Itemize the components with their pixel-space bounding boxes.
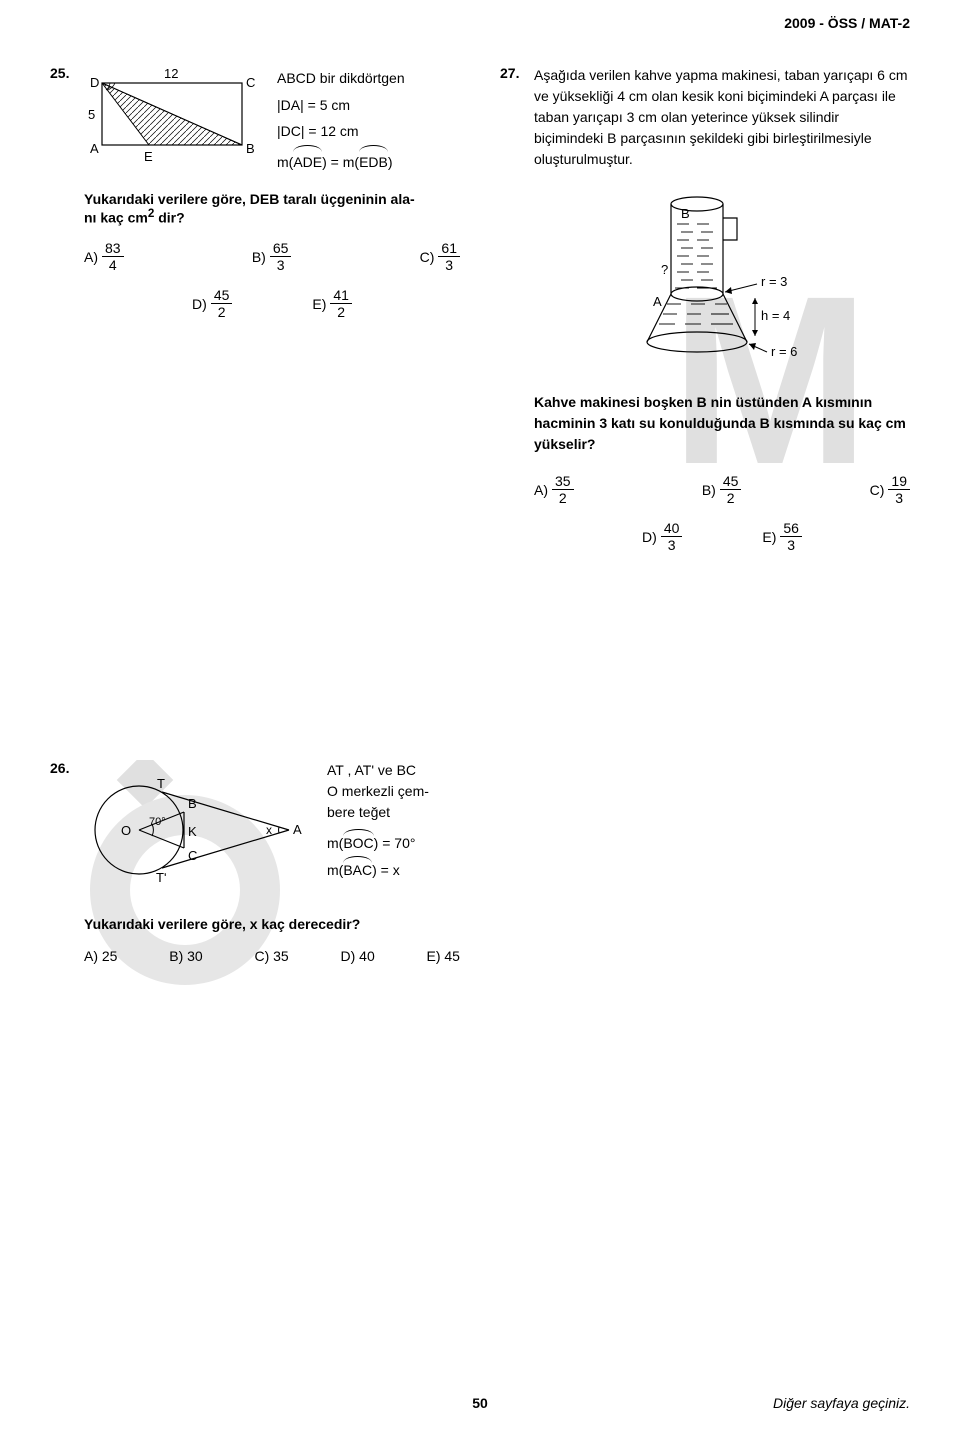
svg-text:r = 3: r = 3 [761,274,787,289]
q27-prompt: Kahve makinesi boşken B nin üstünden A k… [534,392,910,455]
q27-number: 27. [500,65,526,81]
page-number: 50 [472,1395,488,1411]
exam-header: 2009 - ÖSS / MAT-2 [784,15,910,31]
svg-text:x: x [266,823,272,837]
svg-text:12: 12 [164,66,178,81]
q27-figure: B A ? r = 3 h = 4 [617,184,827,384]
svg-text:A: A [293,822,302,837]
q27-options-row1: A) 352 B) 452 C) 193 [534,473,910,506]
q25-figure: D C A E B 12 5 [84,65,259,175]
q25-opt-e: E) 412 [312,287,352,320]
svg-text:O: O [121,823,131,838]
svg-text:E: E [144,149,153,164]
svg-text:B: B [681,206,690,221]
q26-prompt: Yukarıdaki verilere göre, x kaç derecedi… [84,916,460,932]
svg-text:C: C [188,848,197,863]
q26-options: A) 25 B) 30 C) 35 D) 40 E) 45 [84,948,460,964]
svg-text:B: B [188,796,197,811]
svg-text:Tʹ: Tʹ [156,870,166,885]
q27-opt-e: E) 563 [762,520,802,553]
question-27: 27. Aşağıda verilen kahve yapma makinesi… [500,65,910,553]
q25-opt-d: D) 452 [192,287,232,320]
q25-number: 25. [50,65,76,81]
svg-text:K: K [188,824,197,839]
q27-opt-c: C) 193 [870,473,910,506]
q25-opt-a: A) 834 [84,240,124,273]
q27-opt-a: A) 352 [534,473,574,506]
svg-text:r = 6: r = 6 [771,344,797,359]
q27-options-row2: D) 403 E) 563 [534,520,910,553]
svg-text:C: C [246,75,255,90]
q27-text: Aşağıda verilen kahve yapma makinesi, ta… [534,65,910,170]
q26-opt-d: D) 40 [340,948,374,964]
svg-text:5: 5 [88,107,95,122]
q26-opt-e: E) 45 [427,948,460,964]
q25-info: ABCD bir dikdörtgen |DA| = 5 cm |DC| = 1… [277,65,405,175]
q26-info: AT , ATʹ ve BC O merkezli çem- bere teğe… [327,760,429,881]
svg-text:T: T [157,776,165,791]
q25-opt-b: B) 653 [252,240,292,273]
q26-opt-a: A) 25 [84,948,117,964]
q26-number: 26. [50,760,76,776]
svg-text:D: D [90,75,99,90]
question-25: 25. [50,65,460,320]
svg-text:70°: 70° [149,816,166,828]
q26-opt-b: B) 30 [169,948,202,964]
svg-text:?: ? [661,262,668,277]
q26-figure: T B O K C Tʹ A 70° x [84,760,309,900]
svg-text:h = 4: h = 4 [761,308,790,323]
q27-opt-d: D) 403 [642,520,682,553]
q25-options-row1: A) 834 B) 653 C) 613 [84,240,460,273]
q25-options-row2: D) 452 E) 412 [84,287,460,320]
question-26: 26. T [50,760,460,964]
svg-text:A: A [90,141,99,156]
next-page-hint: Diğer sayfaya geçiniz. [773,1395,910,1411]
svg-text:B: B [246,141,255,156]
q27-opt-b: B) 452 [702,473,742,506]
q26-opt-c: C) 35 [254,948,288,964]
q25-prompt: Yukarıdaki verilere göre, DEB taralı üçg… [84,191,460,226]
q25-opt-c: C) 613 [420,240,460,273]
svg-text:A: A [653,294,662,309]
